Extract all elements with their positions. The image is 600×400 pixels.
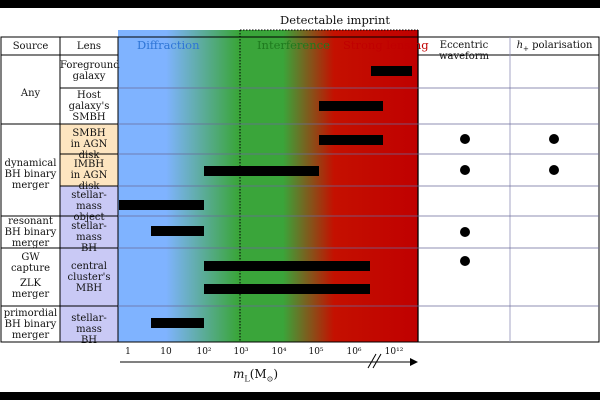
interference-header: Interference xyxy=(257,38,330,52)
range-bar-host-smbh xyxy=(319,101,383,111)
hplus-dot-smbh xyxy=(549,134,559,144)
lens-foreground-galaxy: Foreground galaxy xyxy=(60,60,120,82)
source-any: Any xyxy=(20,88,41,99)
lens-stellar-bh-primordial: stellar-mass BH xyxy=(71,313,107,346)
range-bar-zlk xyxy=(204,284,370,294)
top-black-band xyxy=(0,0,600,8)
lens-imbh-agn: IMBH in AGN disk xyxy=(70,159,108,192)
axis-break-2 xyxy=(372,353,382,369)
eccentric-dot-gw-capture xyxy=(460,256,470,266)
detectable-imprint-title: Detectable imprint xyxy=(279,13,391,27)
mass-axis-arrow xyxy=(410,358,418,366)
tick-1e6: 10⁶ xyxy=(346,347,362,357)
source-resonant: resonant BH binary merger xyxy=(4,216,57,249)
mass-axis-label: mL(M⊙) xyxy=(233,367,279,384)
hplus-dot-imbh xyxy=(549,165,559,175)
lens-bg-stellar-object xyxy=(60,186,118,216)
lens-bg-central-mbh xyxy=(60,248,118,306)
eccentric-dot-imbh xyxy=(460,165,470,175)
range-bar-foreground-galaxy xyxy=(371,66,412,76)
range-bar-stellar-object xyxy=(119,200,204,210)
lens-smbh-agn: SMBH in AGN disk xyxy=(70,128,108,161)
table-frame xyxy=(0,36,600,343)
lens-bg-stellar-bh2 xyxy=(60,306,118,342)
lens-bg-imbh xyxy=(60,154,118,186)
lens-host-smbh: Host galaxy's SMBH xyxy=(68,90,110,123)
tick-1e12: 10¹² xyxy=(384,347,404,357)
eccentric-waveform-header: Eccentric waveform xyxy=(438,40,490,62)
eccentric-dot-smbh xyxy=(460,134,470,144)
lens-central-cluster-mbh: central cluster's MBH xyxy=(67,261,111,294)
range-bar-imbh-agn xyxy=(204,166,319,176)
tick-1e2: 10² xyxy=(196,347,212,357)
tick-1e4: 10⁴ xyxy=(271,347,287,357)
source-dynamical: dynamical BH binary merger xyxy=(4,158,57,191)
tick-1e5: 10⁵ xyxy=(308,347,324,357)
lens-stellar-object: stellar-mass object xyxy=(71,190,107,223)
range-bar-stellar-bh-primordial xyxy=(151,318,204,328)
lens-bg-smbh xyxy=(60,124,118,154)
lens-header: Lens xyxy=(76,41,102,52)
bottom-black-band xyxy=(0,392,600,400)
tick-1e3: 10³ xyxy=(233,347,249,357)
axis-break-1 xyxy=(367,353,377,369)
source-primordial: primordial BH binary merger xyxy=(3,308,58,341)
strong-lensing-header: Strong lensing xyxy=(343,38,429,52)
range-bar-gw-capture xyxy=(204,261,370,271)
range-bar-smbh-agn xyxy=(319,135,383,145)
source-header: Source xyxy=(12,41,49,52)
tick-1: 1 xyxy=(125,347,131,357)
lens-stellar-bh-resonant: stellar-mass BH xyxy=(71,221,107,254)
eccentric-dot-resonant xyxy=(460,227,470,237)
range-bar-stellar-bh-resonant xyxy=(151,226,204,236)
source-gw-capture: GW capture xyxy=(10,252,51,274)
tick-10: 10 xyxy=(160,347,172,357)
hplus-polarisation-header: h+ polarisation xyxy=(516,40,593,53)
diffraction-header: Diffraction xyxy=(137,38,200,52)
source-zlk: ZLK merger xyxy=(11,278,50,300)
lens-bg-stellar-bh1 xyxy=(60,216,118,248)
